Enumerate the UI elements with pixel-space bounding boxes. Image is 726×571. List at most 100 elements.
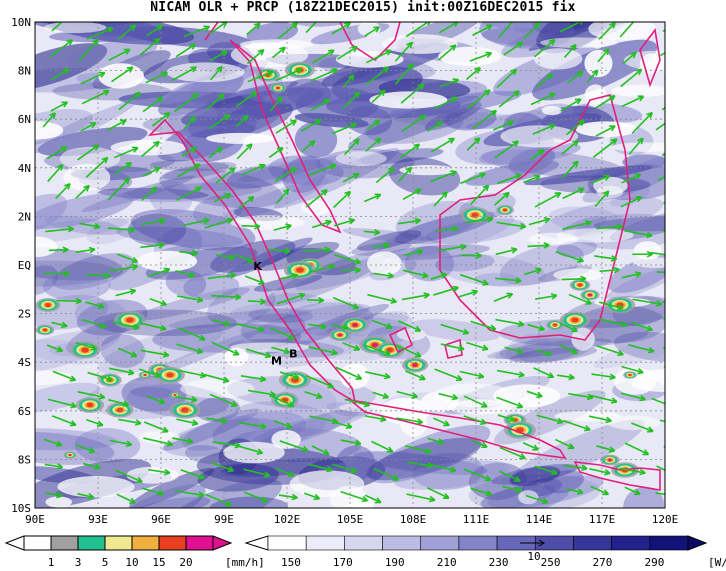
wind-vector-shaft [278,494,298,499]
wind-vector-shaft [139,37,160,56]
wind-vector-head [125,162,132,165]
wind-vector-shaft [655,122,665,131]
wind-vector-head [258,325,265,331]
wind-vector-shaft [247,389,276,396]
wind-vector-shaft [308,323,327,329]
wind-vector-head [284,247,291,253]
wind-vector-head [291,22,298,26]
wind-vector-head [681,274,687,276]
wind-vector-shaft [367,293,397,303]
wind-vector-head [416,351,422,358]
wind-vector-shaft [595,125,616,137]
olr-clear-cell [500,125,579,148]
wind-vector-head [511,18,516,20]
wind-vector-head [137,476,143,483]
wind-vector-shaft [148,468,171,474]
wind-vector-shaft [530,92,556,106]
wind-vector-head [332,349,338,354]
wind-vector-shaft [620,392,646,401]
wind-vector-shaft [470,487,492,496]
wind-vector-shaft [459,273,489,285]
wind-vector-head [163,111,170,115]
wind-vector-shaft [246,348,271,358]
precip-cell [571,317,579,323]
wind-vector-shaft [113,162,132,175]
olr-clear-cell [588,22,657,41]
wind-vector-head [189,116,196,121]
wind-vector-shaft [397,219,421,225]
wind-vector-head [576,70,584,74]
colorbar-tick-label: 170 [333,556,353,569]
wind-vector-head [71,402,77,408]
colorbar-unit-label: [W/m^2] [708,556,726,569]
wind-vector-shaft [176,343,203,354]
wind-vector-shaft [308,346,338,355]
wind-vector-shaft [469,52,492,62]
wind-vector-shaft [146,395,166,404]
wind-vector-head [348,218,355,221]
wind-vector-head [444,492,450,499]
wind-vector-shaft [273,224,292,231]
wind-vector-shaft [469,184,490,206]
wind-vector-shaft [535,349,552,356]
wind-vector-head [557,417,564,423]
wind-vector-head [68,14,70,20]
wind-vector-head [388,446,394,453]
wind-vector-head [515,277,522,282]
wind-vector-head [61,321,68,327]
wind-vector-shaft [304,390,323,399]
olr-cell [52,253,134,290]
wind-vector-head [634,271,642,275]
wind-vector-head [449,44,456,48]
wind-vector-head [684,324,688,329]
wind-vector-shaft [624,442,649,456]
wind-vector-shaft [589,394,618,403]
olr-cell [193,194,245,226]
wind-vector-shaft [534,39,556,58]
wind-vector-shaft [170,66,197,82]
olr-clear-cell [35,370,76,385]
wind-vector-shaft [77,144,99,161]
wind-vector-head [548,38,556,42]
wind-vector-head [417,418,424,423]
olr-cell [229,298,364,323]
wind-vector-head [440,272,447,275]
lat-tick-label: 8S [18,453,31,466]
wind-vector-shaft [276,293,306,305]
precip-cell [81,347,89,353]
olr-cell [35,246,124,281]
wind-vector-head [517,402,524,408]
wind-vector-shaft [586,69,599,83]
wind-vector-head [192,93,199,96]
wind-vector-shaft [401,114,426,133]
wind-vector-head [126,66,133,69]
wind-vector-head [262,496,269,502]
olr-clear-cell [335,151,387,166]
wind-vector-shaft [365,137,382,152]
wind-vector-shaft [504,346,523,354]
wind-vector-shaft [401,293,430,301]
wind-vector-shaft [364,494,382,504]
wind-vector-head [609,373,616,379]
wind-vector-shaft [80,122,97,132]
precip-cell [552,323,558,327]
wind-vector-shaft [151,112,171,127]
wind-vector-head [569,443,575,449]
wind-vector-shaft [85,301,105,309]
wind-vector-shaft [621,95,644,108]
wind-vector-head [676,372,682,373]
olr-cell [225,237,313,278]
wind-vector-shaft [79,222,101,228]
wind-vector-head [490,324,497,330]
precip-cell [144,374,146,376]
wind-vector-head [235,293,242,299]
wind-vector-shaft [656,271,665,274]
olr-cell [165,268,207,297]
wind-vector-shaft [655,492,665,496]
wind-vector-shaft [599,318,628,327]
lat-tick-label: 2N [18,210,31,223]
wind-vector-head [618,349,624,356]
wind-vector-shaft [176,418,198,425]
wind-vector-head [609,22,616,26]
wind-vector-head [407,63,414,67]
